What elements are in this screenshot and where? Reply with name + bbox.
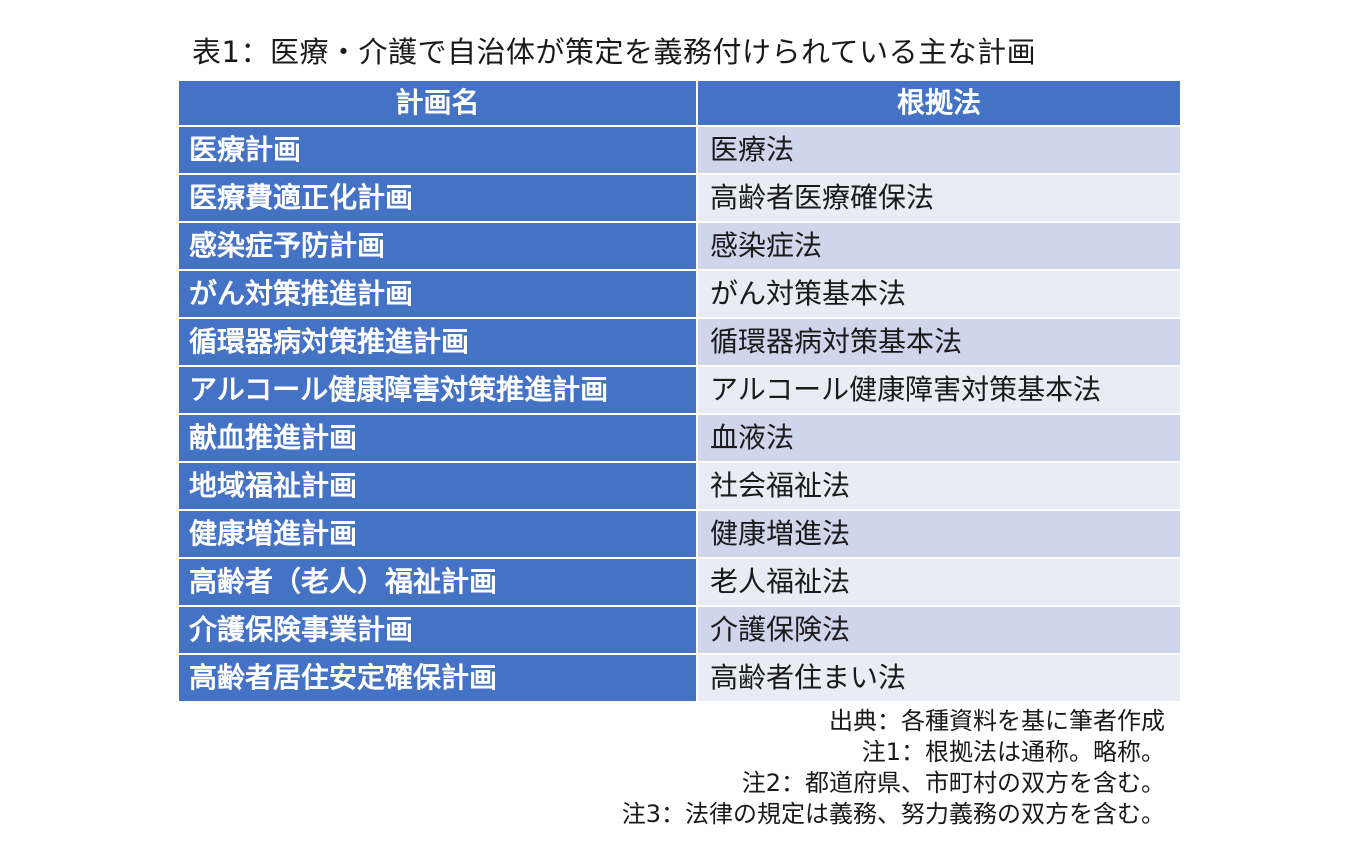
law-cell: 健康増進法 — [697, 510, 1180, 559]
table-row: 高齢者居住安定確保計画 高齢者住まい法 — [179, 654, 1180, 703]
footnotes: 出典：各種資料を基に筆者作成 注1：根拠法は通称。略称。 注2：都道府県、市町村… — [622, 706, 1165, 830]
footnote-2: 注2：都道府県、市町村の双方を含む。 — [741, 769, 1165, 797]
plan-name-cell: 介護保険事業計画 — [179, 606, 698, 655]
table-row: 健康増進計画 健康増進法 — [179, 510, 1180, 559]
footnote-3: 注3：法律の規定は義務、努力義務の双方を含む。 — [621, 800, 1165, 828]
table-header-row: 計画名 根拠法 — [179, 81, 1180, 127]
plan-name-cell: 医療費適正化計画 — [179, 174, 698, 223]
law-cell: アルコール健康障害対策基本法 — [697, 366, 1180, 415]
law-cell: 社会福祉法 — [697, 462, 1180, 511]
table-row: 地域福祉計画 社会福祉法 — [179, 462, 1180, 511]
footnote-1: 注1：根拠法は通称。略称。 — [861, 738, 1165, 766]
table-title: 表1：医療・介護で自治体が策定を義務付けられている主な計画 — [192, 35, 1037, 69]
law-cell: 高齢者住まい法 — [697, 654, 1180, 703]
plan-name-cell: 感染症予防計画 — [179, 222, 698, 271]
table-row: がん対策推進計画 がん対策基本法 — [179, 270, 1180, 319]
plans-table: 計画名 根拠法 医療計画 医療法 医療費適正化計画 高齢者医療確保法 感染症予防… — [179, 81, 1180, 703]
table-row: 医療費適正化計画 高齢者医療確保法 — [179, 174, 1180, 223]
plan-name-cell: 医療計画 — [179, 126, 698, 175]
plan-name-cell: 地域福祉計画 — [179, 462, 698, 511]
table-row: 高齢者（老人）福祉計画 老人福祉法 — [179, 558, 1180, 607]
column-header-plan: 計画名 — [179, 81, 698, 127]
plan-name-cell: 健康増進計画 — [179, 510, 698, 559]
law-cell: 感染症法 — [697, 222, 1180, 271]
plan-name-cell: 高齢者居住安定確保計画 — [179, 654, 698, 703]
law-cell: 介護保険法 — [697, 606, 1180, 655]
table-row: 医療計画 医療法 — [179, 126, 1180, 175]
table-row: 献血推進計画 血液法 — [179, 414, 1180, 463]
column-header-law: 根拠法 — [697, 81, 1180, 127]
plan-name-cell: がん対策推進計画 — [179, 270, 698, 319]
plan-name-cell: アルコール健康障害対策推進計画 — [179, 366, 698, 415]
table-row: アルコール健康障害対策推進計画 アルコール健康障害対策基本法 — [179, 366, 1180, 415]
plan-name-cell: 循環器病対策推進計画 — [179, 318, 698, 367]
source-note: 出典：各種資料を基に筆者作成 — [829, 707, 1165, 735]
law-cell: 循環器病対策基本法 — [697, 318, 1180, 367]
table-row: 介護保険事業計画 介護保険法 — [179, 606, 1180, 655]
law-cell: 老人福祉法 — [697, 558, 1180, 607]
law-cell: 高齢者医療確保法 — [697, 174, 1180, 223]
law-cell: 血液法 — [697, 414, 1180, 463]
plan-name-cell: 高齢者（老人）福祉計画 — [179, 558, 698, 607]
table-row: 感染症予防計画 感染症法 — [179, 222, 1180, 271]
law-cell: 医療法 — [697, 126, 1180, 175]
table-row: 循環器病対策推進計画 循環器病対策基本法 — [179, 318, 1180, 367]
plan-name-cell: 献血推進計画 — [179, 414, 698, 463]
law-cell: がん対策基本法 — [697, 270, 1180, 319]
